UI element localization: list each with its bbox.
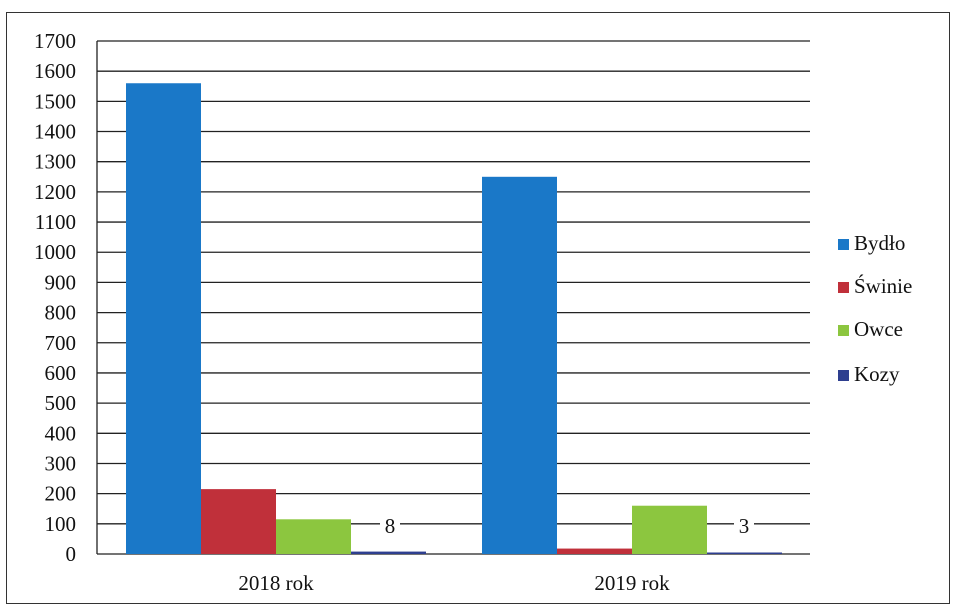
bars	[126, 83, 782, 554]
bar-owce-2	[632, 505, 707, 554]
legend-label: Bydło	[854, 231, 905, 255]
y-tick-label: 900	[45, 270, 77, 294]
bar-bydło-1	[126, 83, 201, 554]
legend-swatch	[838, 370, 849, 381]
legend-item: Kozy	[838, 362, 900, 386]
data-label: 8	[385, 514, 396, 538]
legend-label: Kozy	[854, 362, 900, 386]
y-tick-label: 800	[45, 301, 77, 325]
y-tick-label: 500	[45, 391, 77, 415]
bar-świnie-2	[557, 548, 632, 554]
legend-swatch	[838, 282, 849, 293]
bar-bydło-2	[482, 176, 557, 554]
x-axis-categories: 2018 rok 2019 rok	[238, 571, 670, 595]
x-category-label: 2019 rok	[594, 571, 670, 595]
y-tick-label: 600	[45, 361, 77, 385]
y-tick-label: 1400	[34, 120, 76, 144]
legend-swatch	[838, 325, 849, 336]
y-tick-label: 1200	[34, 180, 76, 204]
bar-kozy-1	[351, 551, 426, 554]
y-tick-label: 200	[45, 482, 77, 506]
legend-swatch	[838, 239, 849, 250]
legend-label: Świnie	[854, 274, 912, 298]
y-tick-label: 400	[45, 421, 77, 445]
legend-item: Bydło	[838, 231, 905, 255]
y-tick-label: 1300	[34, 150, 76, 174]
y-tick-label: 1000	[34, 240, 76, 264]
legend-item: Owce	[838, 317, 903, 341]
legend-item: Świnie	[838, 274, 912, 298]
y-tick-label: 700	[45, 331, 77, 355]
y-axis-ticks: 0 100 200 300 400 500 600 700 800 900 1000 1100 1200…	[34, 29, 76, 566]
y-tick-label: 300	[45, 451, 77, 475]
y-tick-label: 1100	[35, 210, 76, 234]
legend-label: Owce	[854, 317, 903, 341]
y-tick-label: 100	[45, 512, 77, 536]
bar-owce-1	[276, 519, 351, 554]
y-tick-label: 1500	[34, 89, 76, 113]
y-tick-label: 1600	[34, 59, 76, 83]
bar-świnie-1	[201, 489, 276, 554]
data-label-background	[380, 513, 400, 539]
gridlines	[96, 40, 810, 555]
data-label: 3	[739, 514, 750, 538]
x-category-label: 2018 rok	[238, 571, 314, 595]
bar-kozy-2	[707, 552, 782, 554]
data-label-background	[734, 513, 754, 539]
legend: Bydło Świnie Owce Kozy	[838, 231, 912, 386]
y-tick-label: 0	[66, 542, 77, 566]
y-tick-label: 1700	[34, 29, 76, 53]
